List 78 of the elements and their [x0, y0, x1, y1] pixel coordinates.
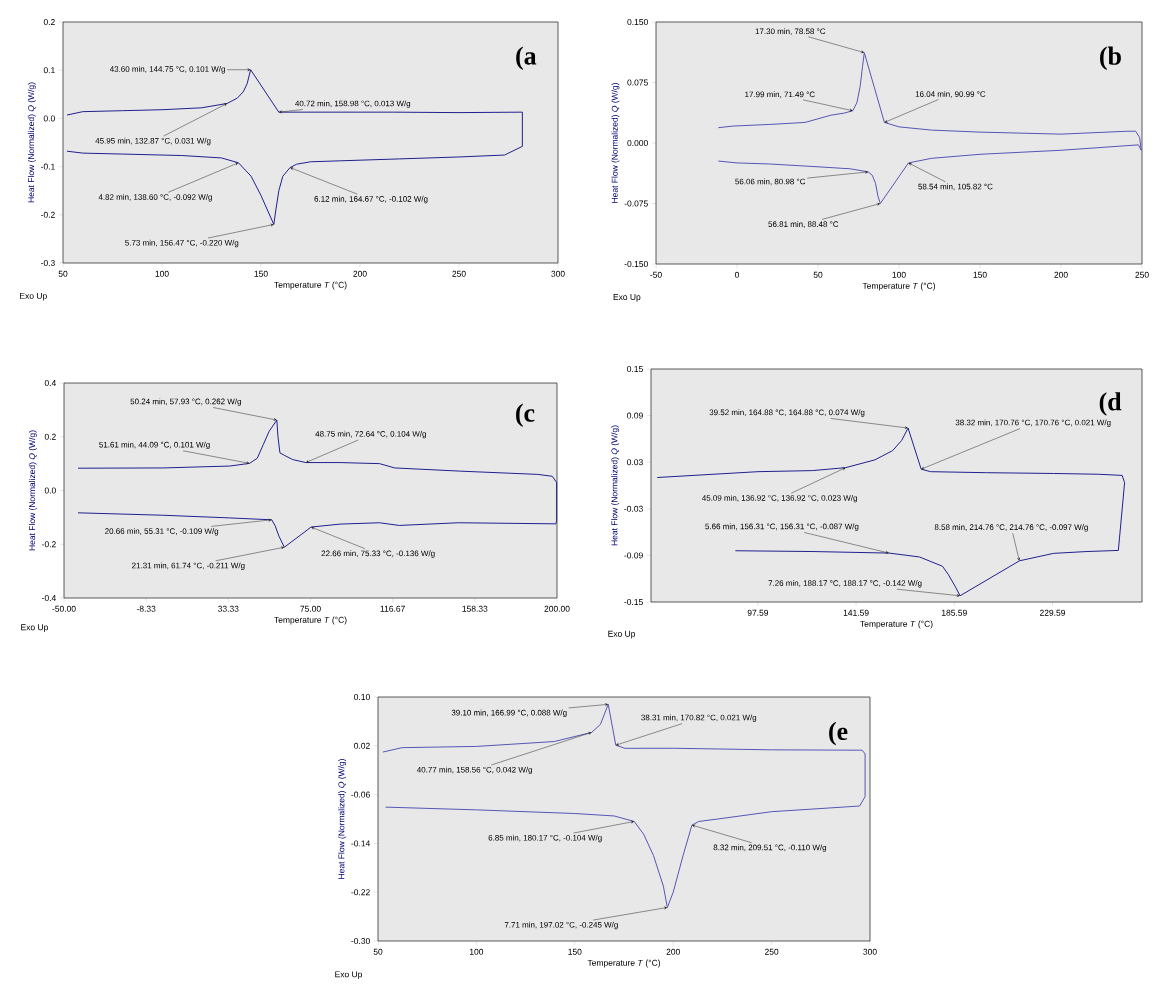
- y-tick-label: 0.4: [44, 380, 56, 387]
- text: Exo Up: [335, 971, 363, 979]
- y-tick-label: -0.30: [351, 938, 370, 945]
- text: (c: [516, 403, 535, 428]
- text: (a: [516, 46, 537, 70]
- x-tick-label: 250: [764, 948, 779, 955]
- x-tick-label: 150: [973, 271, 987, 278]
- x-tick-label: 150: [254, 270, 268, 277]
- y-tick-label: -0.075: [624, 200, 648, 207]
- x-tick-label: 50: [58, 270, 68, 277]
- x-tick-label: -8.33: [136, 605, 156, 612]
- y-tick-label: -0.14: [351, 840, 370, 847]
- y-tick-label: 0.0: [43, 115, 55, 122]
- y-tick-label: -0.09: [624, 552, 643, 559]
- x-axis-title: Temperature T (°C): [274, 616, 347, 625]
- x-tick-label: 97.59: [747, 609, 769, 616]
- x-tick-label: 100: [892, 271, 906, 278]
- y-tick-label: -0.2: [42, 541, 56, 548]
- x-tick-label: 150: [568, 948, 582, 955]
- y-tick-label: -0.06: [351, 791, 370, 798]
- y-tick-label: 0.1: [43, 67, 55, 74]
- y-axis-title: Heat Flow (Normalized) Q (W/g): [611, 83, 620, 203]
- x-tick-label: 300: [551, 270, 565, 277]
- x-tick-label: 141.59: [843, 609, 869, 616]
- x-axis-title: Temperature T (°C): [274, 281, 347, 290]
- x-tick-label: 250: [1135, 271, 1149, 278]
- x-tick-label: 200: [666, 948, 680, 955]
- text: Exo Up: [608, 630, 636, 639]
- y-tick-label: -0.22: [351, 889, 370, 896]
- y-tick-label: 0.03: [627, 459, 643, 466]
- x-tick-label: 50: [813, 271, 823, 278]
- text: (b: [1100, 46, 1121, 71]
- y-tick-label: -0.1: [41, 163, 55, 170]
- y-tick-label: -0.4: [42, 595, 56, 601]
- x-tick-label: 116.67: [380, 605, 405, 612]
- x-tick-label: 200: [353, 270, 367, 277]
- y-tick-label: 0.15: [627, 366, 643, 372]
- y-tick-label: 0.150: [627, 19, 648, 25]
- x-axis-title: Temperature T (°C): [587, 959, 661, 968]
- y-tick-label: 0.09: [627, 412, 643, 419]
- y-tick-label: 0.10: [354, 694, 370, 701]
- x-tick-label: 50: [373, 948, 383, 955]
- text: Exo Up: [20, 292, 47, 301]
- x-tick-label: -50.00: [52, 605, 76, 612]
- x-tick-label: 185.59: [941, 609, 967, 616]
- text: Exo Up: [21, 624, 48, 632]
- x-tick-label: 33.33: [218, 605, 239, 612]
- y-axis-title: Heat Flow (Normalized) Q (W/g): [28, 430, 37, 551]
- y-tick-label: 0.2: [43, 19, 55, 25]
- y-tick-label: -0.2: [41, 211, 55, 218]
- x-tick-label: 250: [452, 270, 466, 277]
- x-tick-label: 200.00: [544, 605, 570, 612]
- x-tick-label: 0: [734, 271, 740, 278]
- x-tick-label: 300: [863, 948, 877, 955]
- x-axis-title: Temperature T (°C): [860, 620, 933, 629]
- x-axis-title: Temperature T (°C): [862, 282, 936, 291]
- x-tick-label: 75.00: [300, 605, 321, 612]
- y-tick-label: 0.02: [354, 742, 370, 749]
- y-tick-label: 0.075: [627, 79, 648, 86]
- text: (e: [829, 721, 848, 746]
- text: Exo Up: [613, 294, 641, 302]
- y-tick-label: 0.2: [44, 433, 56, 440]
- y-tick-label: -0.3: [41, 260, 55, 266]
- x-tick-label: -50: [650, 271, 662, 278]
- text: (d: [1099, 392, 1122, 416]
- y-tick-label: -0.150: [624, 261, 648, 267]
- x-tick-label: 100: [155, 270, 169, 277]
- y-axis-title: Heat Flow (Normalized) Q (W/g): [611, 425, 620, 546]
- y-axis-title: Heat Flow (Normalized) Q (W/g): [338, 759, 347, 879]
- y-tick-label: 0.0: [44, 487, 56, 494]
- x-tick-label: 158.33: [462, 605, 488, 612]
- y-tick-label: -0.03: [624, 505, 643, 512]
- y-axis-title: Heat Flow (Normalized) Q (W/g): [27, 82, 36, 203]
- x-tick-label: 100: [469, 948, 484, 955]
- x-tick-label: 229.59: [1039, 609, 1066, 616]
- y-tick-label: -0.15: [624, 599, 643, 605]
- x-tick-label: 200: [1054, 271, 1068, 278]
- y-tick-label: 0.000: [627, 140, 648, 146]
